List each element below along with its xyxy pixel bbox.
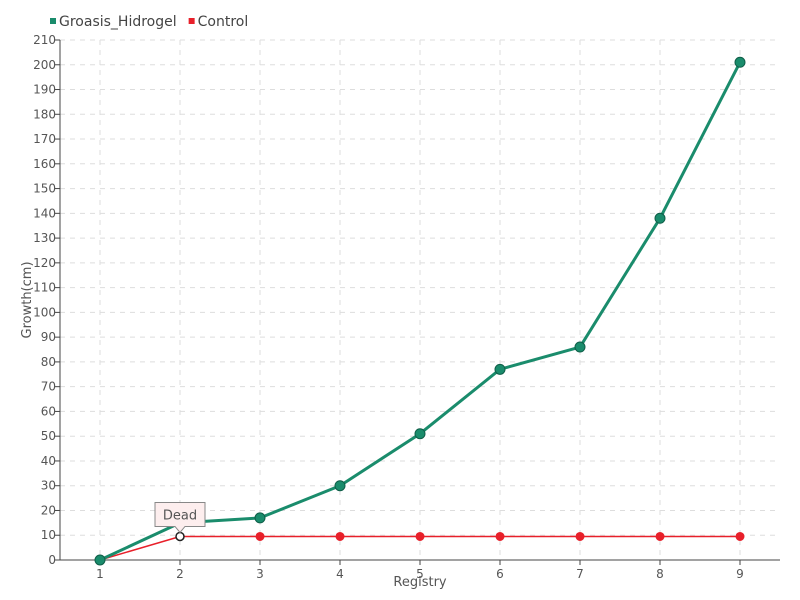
y-tick-labels: 0 10 20 30 40 50 60 70 80 90 100 110 120 130 140 150 160…: [33, 33, 56, 567]
legend[interactable]: Groasis_Hidrogel Control: [50, 14, 248, 30]
grid: [60, 39, 780, 560]
y-tick-label: 30: [41, 479, 56, 493]
legend-swatch: [188, 18, 195, 24]
series: [94, 56, 746, 566]
legend-item-groasis-hidrogel[interactable]: Groasis_Hidrogel: [50, 14, 177, 30]
annotation-tooltip: Dead: [154, 501, 206, 534]
y-tick-label: 120: [33, 256, 56, 270]
x-tick-label: 4: [336, 567, 344, 581]
y-tick-label: 70: [41, 380, 56, 394]
annotations: Dead: [154, 501, 206, 534]
y-tick-label: 160: [33, 157, 56, 171]
data-point[interactable]: [94, 554, 106, 566]
y-tick-label: 140: [33, 206, 56, 220]
y-tick-label: 40: [41, 454, 56, 468]
x-tick-label: 9: [736, 567, 744, 581]
legend-item-control[interactable]: Control: [188, 14, 249, 30]
data-point[interactable]: [255, 531, 265, 541]
data-point[interactable]: [654, 212, 666, 224]
data-point[interactable]: [175, 531, 185, 542]
data-point[interactable]: [414, 428, 426, 440]
x-tick-label: 6: [496, 567, 504, 581]
series-groasis-hidrogel: [94, 56, 746, 566]
x-tick-label: 5: [416, 567, 424, 581]
y-axis-title: Growth(cm): [20, 261, 35, 338]
data-point[interactable]: [494, 363, 506, 375]
legend-swatch: [50, 18, 56, 24]
x-tick-label: 7: [576, 567, 584, 581]
data-point[interactable]: [334, 480, 346, 492]
y-tick-label: 20: [41, 503, 56, 517]
data-point[interactable]: [254, 512, 266, 524]
y-tick-label: 0: [48, 553, 56, 567]
x-axis-title: Registry: [393, 575, 447, 590]
data-point[interactable]: [734, 56, 746, 68]
y-tick-label: 150: [33, 182, 56, 196]
y-tick-label: 190: [33, 83, 56, 97]
data-point[interactable]: [335, 531, 345, 541]
x-tick-label: 2: [176, 567, 184, 581]
y-tick-label: 50: [41, 429, 56, 443]
data-point[interactable]: [415, 531, 425, 541]
data-point[interactable]: [735, 531, 745, 541]
y-tick-label: 60: [41, 404, 56, 418]
x-tick-label: 3: [256, 567, 264, 581]
data-point[interactable]: [495, 531, 505, 541]
x-tick-labels: 1 2 3 4 5 6 7 8 9: [96, 567, 744, 581]
tooltip-label: Dead: [163, 508, 197, 523]
tooltip-box: [154, 501, 206, 534]
y-tick-label: 10: [41, 528, 56, 542]
y-tick-label: 90: [41, 330, 56, 344]
x-tick-label: 8: [656, 567, 664, 581]
data-point[interactable]: [574, 341, 586, 353]
data-point[interactable]: [655, 531, 665, 541]
y-tick-label: 110: [33, 281, 56, 295]
y-tick-label: 130: [33, 231, 56, 245]
legend-label: Control: [198, 14, 249, 30]
x-tick-label: 1: [96, 567, 104, 581]
data-point[interactable]: [575, 531, 585, 541]
legend-label: Groasis_Hidrogel: [59, 14, 177, 30]
y-tick-label: 180: [33, 107, 56, 121]
y-tick-label: 80: [41, 355, 56, 369]
axes: [55, 39, 780, 565]
y-tick-label: 170: [33, 132, 56, 146]
y-tick-label: 200: [33, 58, 56, 72]
y-tick-label: 100: [33, 305, 56, 319]
y-tick-label: 210: [33, 33, 56, 47]
series-control: [95, 531, 745, 565]
